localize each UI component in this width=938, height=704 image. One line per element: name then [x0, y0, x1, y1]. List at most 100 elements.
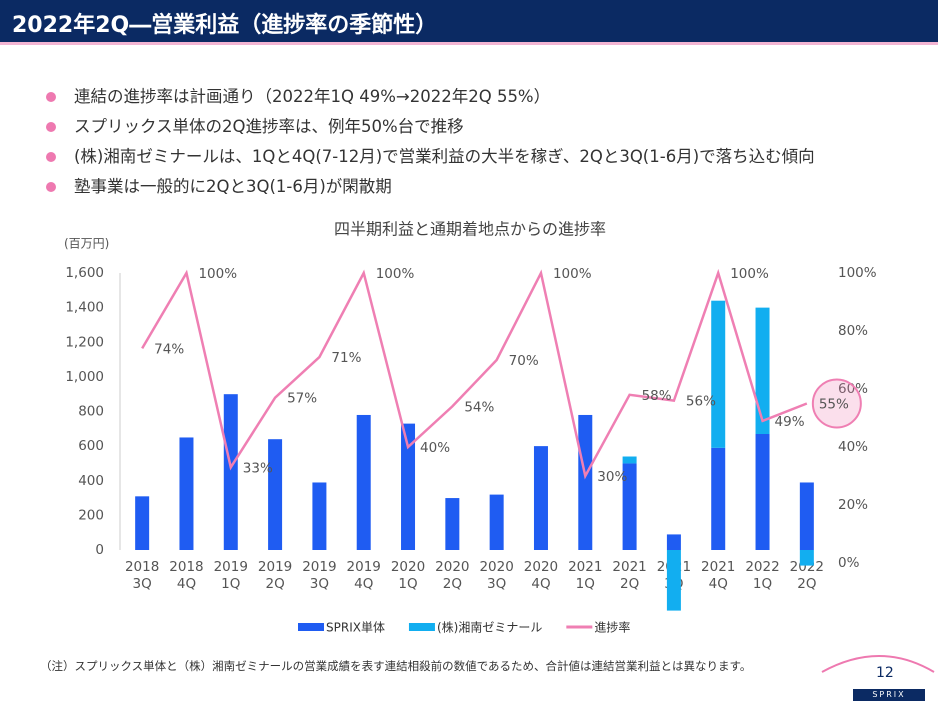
- y-axis-label: (百万円): [64, 237, 109, 251]
- bar: [533, 446, 548, 550]
- y-tick-label: 800: [78, 404, 104, 420]
- x-tick-label: 1Q: [398, 576, 417, 592]
- y-tick-label: 400: [78, 473, 104, 489]
- x-tick-label: 2022: [745, 559, 779, 575]
- header: 2022年2Q―営業利益（進捗率の季節性）: [0, 0, 938, 45]
- bar: [489, 494, 504, 550]
- bar: [755, 307, 770, 435]
- legend-label: (株)湘南ゼミナール: [437, 620, 542, 635]
- x-tick-label: 1Q: [753, 576, 772, 592]
- legend-label: 進捗率: [594, 620, 630, 635]
- x-tick-label: 4Q: [354, 576, 373, 592]
- bullet: スプリックス単体の2Q進捗率は、例年50%台で推移: [44, 114, 815, 144]
- line: [141, 268, 808, 480]
- bar: [223, 394, 238, 550]
- x-tick-label: 2021: [701, 559, 735, 575]
- bullet: 連結の進捗率は計画通り（2022年1Q 49%→2022年2Q 55%）: [44, 84, 815, 114]
- x-tick-label: 2Q: [443, 576, 462, 592]
- footnote: （注）スプリックス単体と（株）湘南ゼミナールの営業成績を表す連結相殺前の数値であ…: [40, 659, 752, 673]
- data-label: 40%: [420, 440, 450, 456]
- bar: [356, 414, 371, 550]
- legend-swatch: [298, 623, 324, 631]
- bar: [666, 534, 681, 550]
- x-tick-label: 2020: [479, 559, 513, 575]
- y2-tick-label: 60%: [838, 381, 868, 397]
- y-tick-label: 1,000: [65, 369, 104, 385]
- data-label: 58%: [642, 388, 672, 404]
- bar: [666, 550, 681, 611]
- chart-title: 四半期利益と通期着地点からの進捗率: [334, 220, 606, 239]
- x-tick-label: 2019: [302, 559, 336, 575]
- bar: [622, 463, 637, 550]
- x-tick-label: 2018: [169, 559, 203, 575]
- data-label: 54%: [464, 399, 494, 415]
- data-label: 57%: [287, 391, 317, 407]
- bullet-list: 連結の進捗率は計画通り（2022年1Q 49%→2022年2Q 55%） スプリ…: [44, 84, 815, 204]
- y2-tick-label: 40%: [838, 439, 868, 455]
- x-tick-label: 2019: [258, 559, 292, 575]
- x-tick-label: 4Q: [531, 576, 550, 592]
- bar: [622, 456, 637, 464]
- data-label: 56%: [686, 394, 716, 410]
- logo: SPRIX: [853, 689, 925, 701]
- bar: [179, 437, 194, 550]
- x-tick-label: 2020: [391, 559, 425, 575]
- x-tick-label: 2021: [612, 559, 646, 575]
- x-tick-label: 2018: [125, 559, 159, 575]
- bar: [755, 434, 770, 550]
- y-tick-label: 1,400: [65, 300, 104, 316]
- bar: [711, 300, 726, 448]
- y-tick-label: 1,600: [65, 265, 104, 281]
- legend-swatch: [408, 623, 435, 631]
- x-tick-label: 2020: [524, 559, 558, 575]
- bullet: (株)湘南ゼミナールは、1Qと4Q(7-12月)で営業利益の大半を稼ぎ、2Qと3…: [44, 144, 815, 174]
- bar: [268, 439, 283, 550]
- y2-tick-label: 0%: [838, 555, 860, 571]
- x-tick-label: 1Q: [221, 576, 240, 592]
- x-tick-label: 2019: [347, 559, 381, 575]
- bar: [578, 414, 593, 550]
- data-label: 49%: [775, 414, 805, 430]
- x-tick-label: 3Q: [310, 576, 329, 592]
- x-tick-label: 2019: [214, 559, 248, 575]
- header-title: 2022年2Q―営業利益（進捗率の季節性）: [12, 13, 438, 38]
- data-label: 74%: [154, 341, 184, 357]
- bar: [799, 482, 814, 550]
- data-label: 100%: [730, 266, 769, 282]
- x-tick-label: 2Q: [797, 576, 816, 592]
- x-tick-label: 2021: [568, 559, 602, 575]
- x-tick-label: 2022: [790, 559, 824, 575]
- data-label: 100%: [198, 266, 237, 282]
- x-tick-label: 4Q: [709, 576, 728, 592]
- bar: [401, 423, 416, 550]
- y-tick-label: 600: [78, 438, 104, 454]
- y-tick-label: 200: [78, 507, 104, 523]
- x-tick-label: 2020: [435, 559, 469, 575]
- x-tick-label: 1Q: [576, 576, 595, 592]
- page-number: 12: [876, 665, 894, 681]
- x-tick-label: 2Q: [265, 576, 284, 592]
- y2-tick-label: 20%: [838, 497, 868, 513]
- y-tick-label: 0: [95, 542, 104, 558]
- legend-label: SPRIX単体: [326, 621, 385, 635]
- bullet: 塾事業は一般的に2Qと3Q(1-6月)が閑散期: [44, 174, 815, 204]
- bar: [135, 496, 150, 550]
- x-tick-label: 2Q: [620, 576, 639, 592]
- bar: [312, 482, 327, 550]
- data-label: 33%: [243, 460, 273, 476]
- data-label: 55%: [819, 397, 849, 413]
- data-label: 70%: [509, 353, 539, 369]
- data-label: 30%: [597, 469, 627, 485]
- bar: [711, 447, 726, 550]
- y2-tick-label: 80%: [838, 323, 868, 339]
- bar: [799, 550, 814, 566]
- decor-arc: [821, 655, 935, 673]
- data-label: 100%: [553, 266, 592, 282]
- data-label: 71%: [331, 350, 361, 366]
- highlight-circle: [811, 378, 862, 429]
- y2-tick-label: 100%: [838, 265, 877, 281]
- x-tick-label: 3Q: [487, 576, 506, 592]
- y-tick-label: 1,200: [65, 334, 104, 350]
